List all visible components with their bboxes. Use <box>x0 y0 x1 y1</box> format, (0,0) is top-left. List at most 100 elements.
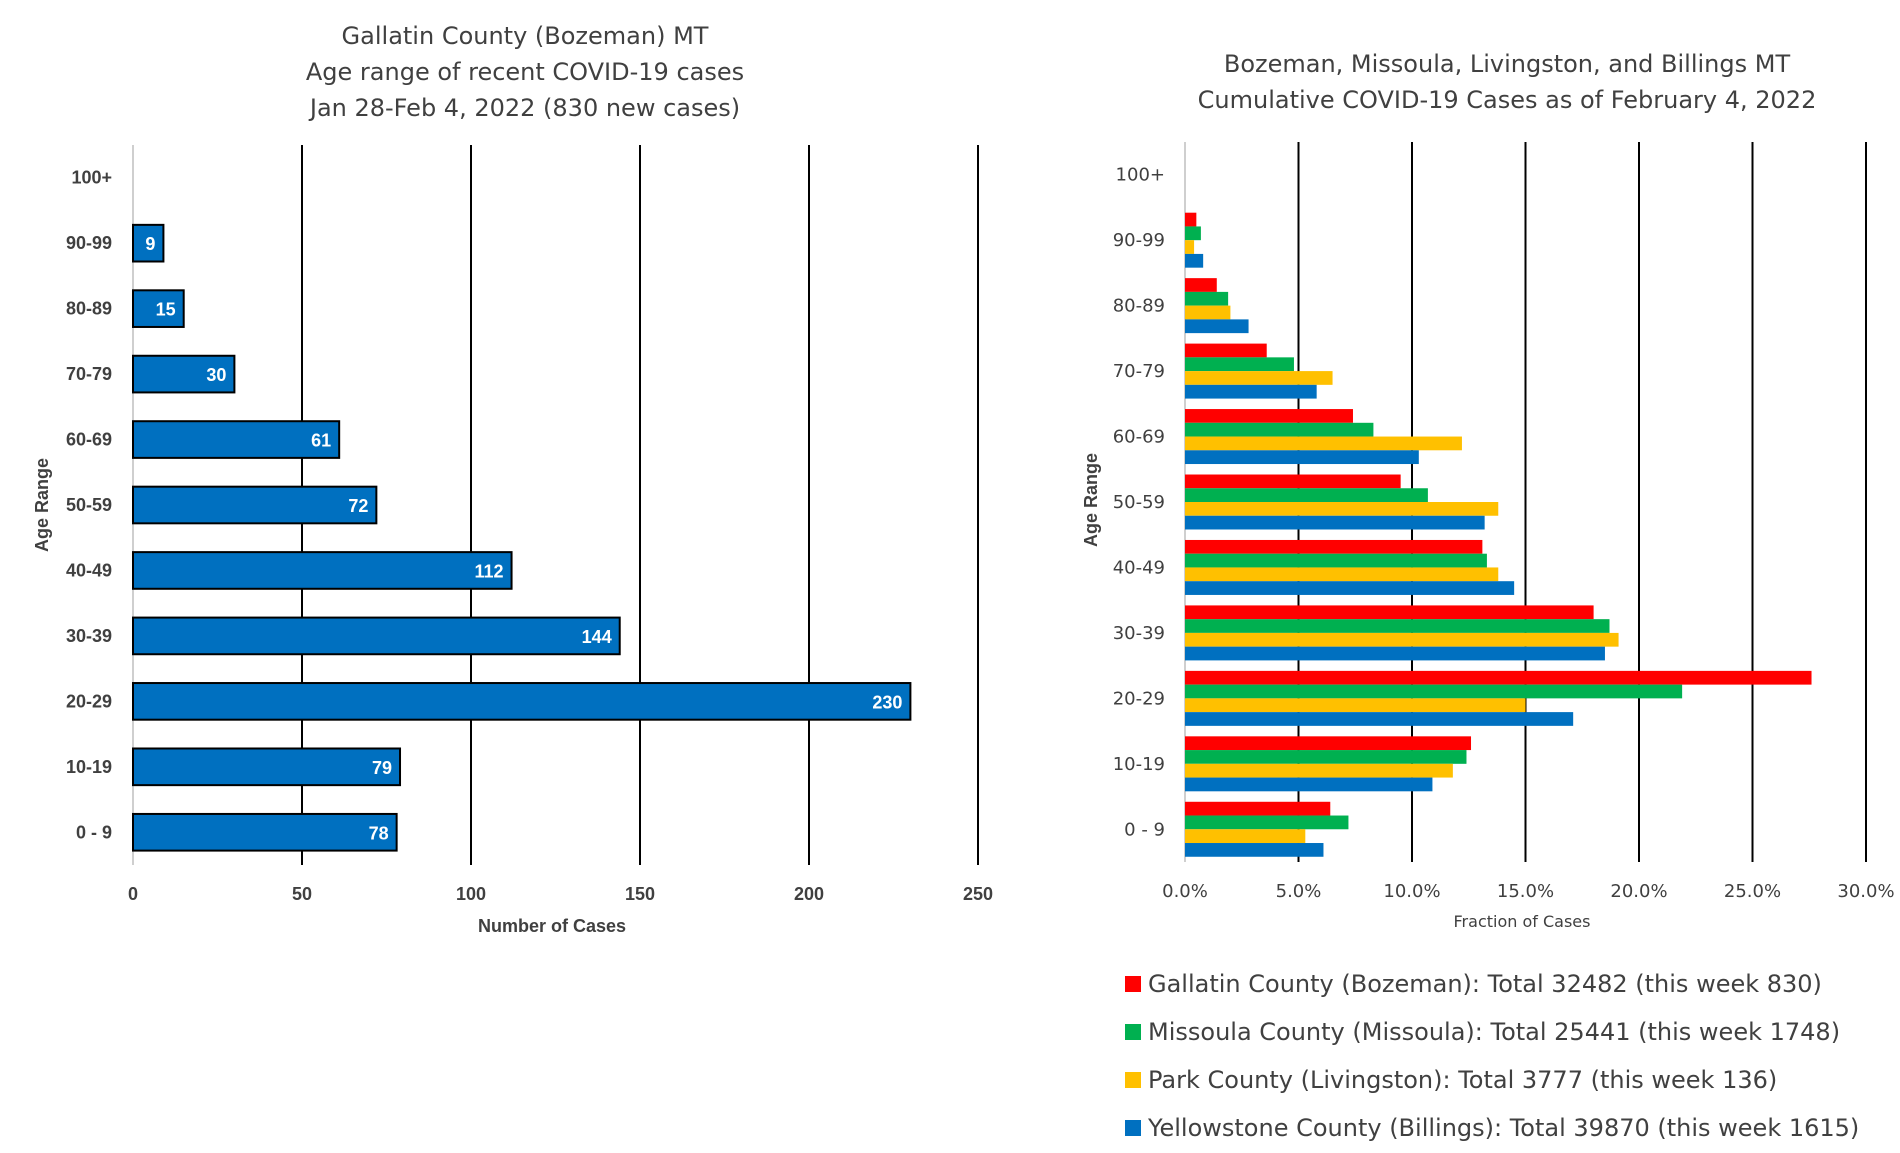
left-bar <box>132 682 912 721</box>
left-bar <box>132 747 402 787</box>
legend-swatch <box>1125 1072 1141 1088</box>
right-bar <box>1185 567 1499 582</box>
right-bar <box>1185 684 1683 699</box>
legend-label: Gallatin County (Bozeman): Total 32482 (… <box>1148 970 1822 998</box>
right-y-tick-labels: 0 - 9 10-19 20-29 30-39 40-49 50-59 60-69 70-79… <box>1113 165 1165 841</box>
right-bar <box>1185 750 1467 764</box>
left-data-label: 144 <box>582 627 612 647</box>
left-y-tick-label: 50-59 <box>66 495 112 515</box>
right-bar <box>1185 384 1317 399</box>
right-x-tick-labels: 0.0% 5.0% 10.0% 15.0% 20.0% 25.0% 30.0% <box>1162 881 1894 902</box>
left-x-tick-labels: 0 50 100 150 200 250 <box>128 884 993 904</box>
left-data-label: 9 <box>145 234 155 254</box>
right-bar <box>1185 357 1294 372</box>
right-y-tick-label: 30-39 <box>1113 623 1165 644</box>
right-bar <box>1185 240 1195 254</box>
right-bar <box>1185 843 1324 857</box>
left-x-axis-title: Number of Cases <box>478 916 626 936</box>
left-y-tick-label: 10-19 <box>66 757 112 777</box>
left-data-label: 112 <box>475 561 504 581</box>
left-data-label: 72 <box>348 496 368 516</box>
left-title-line-3: Jan 28-Feb 4, 2022 (830 new cases) <box>308 94 740 122</box>
left-y-tick-label: 100+ <box>71 168 112 188</box>
right-bar <box>1185 581 1515 595</box>
legend-label: Yellowstone County (Billings): Total 398… <box>1147 1114 1859 1142</box>
right-bar <box>1185 605 1594 620</box>
left-bar <box>132 812 398 852</box>
chart-left: Gallatin County (Bozeman) MT Age range o… <box>32 22 993 936</box>
left-x-tick-label: 250 <box>963 884 993 904</box>
right-bar <box>1185 670 1812 685</box>
right-bar <box>1185 646 1605 661</box>
left-y-tick-label: 20-29 <box>66 691 112 711</box>
right-bar <box>1185 777 1433 792</box>
right-bar <box>1185 450 1419 465</box>
right-bar <box>1185 422 1374 437</box>
left-x-tick-label: 100 <box>456 884 486 904</box>
left-y-tick-label: 60-69 <box>66 430 112 450</box>
left-title-line-1: Gallatin County (Bozeman) MT <box>342 22 709 50</box>
right-bar <box>1185 801 1331 816</box>
right-bar <box>1185 698 1526 713</box>
right-y-tick-label: 90-99 <box>1113 230 1165 251</box>
left-y-tick-label: 0 - 9 <box>76 822 112 842</box>
right-bar <box>1185 502 1499 516</box>
right-bar <box>1185 815 1349 830</box>
right-bar <box>1185 763 1453 778</box>
left-gridlines <box>132 145 979 865</box>
right-bar <box>1185 619 1610 633</box>
right-y-tick-label: 60-69 <box>1113 427 1165 448</box>
right-bar <box>1185 212 1197 227</box>
right-bar <box>1185 226 1201 241</box>
right-bar <box>1185 632 1619 647</box>
right-x-tick-label: 0.0% <box>1162 881 1208 902</box>
right-bar <box>1185 539 1483 554</box>
right-x-tick-label: 5.0% <box>1276 881 1322 902</box>
right-y-tick-label: 80-89 <box>1113 296 1165 317</box>
left-y-tick-label: 40-49 <box>66 560 112 580</box>
left-x-tick-label: 150 <box>625 884 655 904</box>
right-bar <box>1185 736 1472 751</box>
right-y-axis-title: Age Range <box>1081 453 1101 547</box>
left-data-label: 61 <box>311 431 331 451</box>
right-bar <box>1185 305 1231 320</box>
left-data-label: 30 <box>206 365 226 385</box>
right-x-tick-label: 20.0% <box>1610 881 1667 902</box>
left-y-tick-label: 30-39 <box>66 626 112 646</box>
right-y-tick-label: 20-29 <box>1113 688 1165 709</box>
right-bar <box>1185 319 1249 334</box>
right-bar <box>1185 829 1306 844</box>
right-y-tick-label: 100+ <box>1116 165 1165 186</box>
left-bar <box>132 289 185 328</box>
left-data-label: 15 <box>156 300 176 320</box>
left-y-tick-label: 70-79 <box>66 364 112 384</box>
left-bar <box>132 551 513 590</box>
left-data-label: 230 <box>872 692 902 712</box>
right-y-tick-label: 40-49 <box>1113 557 1165 578</box>
legend-label: Park County (Livingston): Total 3777 (th… <box>1148 1066 1777 1094</box>
right-x-tick-label: 30.0% <box>1837 881 1894 902</box>
left-bar <box>132 223 165 263</box>
left-data-label: 79 <box>372 758 392 778</box>
left-y-tick-labels: 0 - 9 10-19 20-29 30-39 40-49 50-59 60-69 70-79… <box>66 168 112 843</box>
right-bar <box>1185 488 1428 502</box>
right-x-axis-title: Fraction of Cases <box>1454 912 1591 931</box>
right-title-line-2: Cumulative COVID-19 Cases as of February… <box>1198 86 1817 114</box>
left-bar <box>132 616 621 656</box>
legend-swatch <box>1125 1024 1141 1040</box>
legend-swatch <box>1125 976 1141 992</box>
left-title-line-2: Age range of recent COVID-19 cases <box>306 58 744 86</box>
right-bar <box>1185 409 1353 423</box>
right-legend: Gallatin County (Bozeman): Total 32482 (… <box>1125 970 1859 1142</box>
left-bars: 78 79 230 144 112 72 61 30 15 9 <box>132 223 912 852</box>
right-x-tick-label: 15.0% <box>1497 881 1554 902</box>
right-bar <box>1185 291 1229 306</box>
right-bar <box>1185 515 1485 530</box>
right-y-tick-label: 50-59 <box>1113 492 1165 513</box>
left-x-tick-label: 0 <box>128 884 138 904</box>
left-x-tick-label: 50 <box>292 884 312 904</box>
left-y-tick-label: 80-89 <box>66 299 112 319</box>
legend-swatch <box>1125 1120 1141 1136</box>
chart-right: Bozeman, Missoula, Livingston, and Billi… <box>1081 50 1895 1142</box>
right-bar <box>1185 343 1267 358</box>
